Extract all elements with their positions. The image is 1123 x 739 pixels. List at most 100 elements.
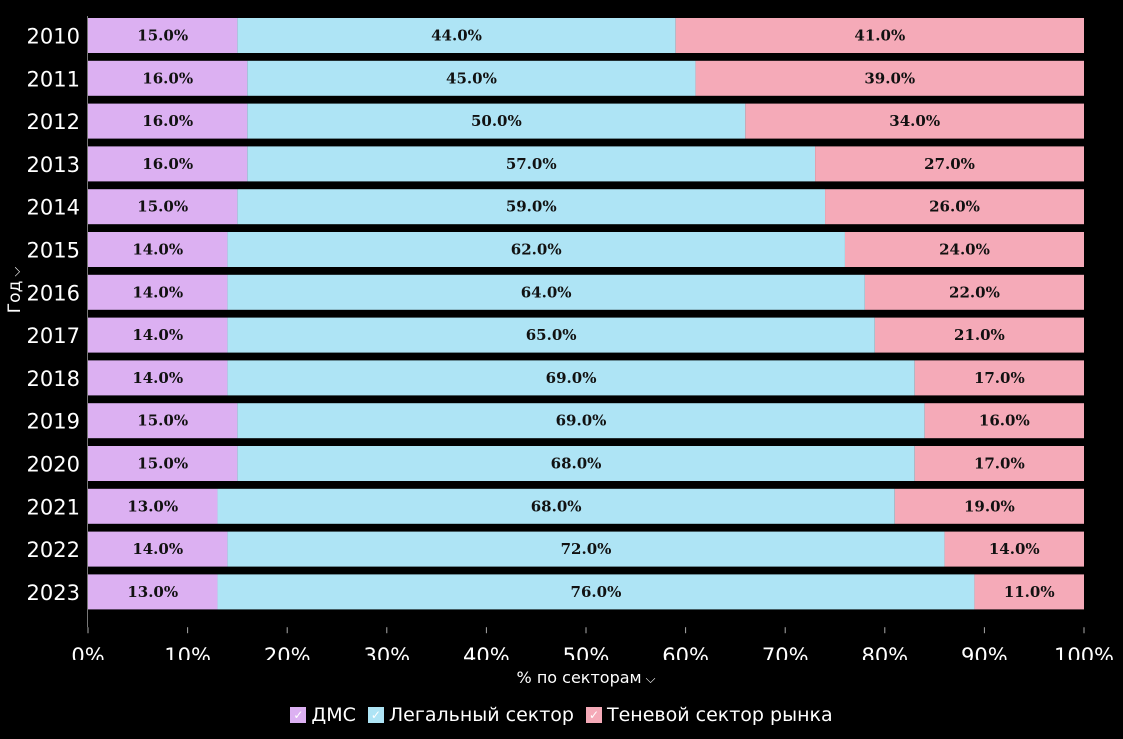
- data-label: 15.0%: [137, 198, 188, 216]
- bar-segment: [88, 360, 228, 396]
- bar-segment: [247, 103, 746, 139]
- y-tick-label: 2012: [27, 110, 80, 134]
- data-label: 69.0%: [556, 412, 607, 430]
- data-label: 16.0%: [142, 155, 193, 173]
- bar-segment: [695, 60, 1084, 96]
- data-label: 62.0%: [511, 241, 562, 259]
- checkbox-icon[interactable]: ✓: [586, 707, 602, 723]
- y-tick-label: 2014: [27, 196, 80, 220]
- bar-segment: [237, 446, 915, 481]
- bar-segment: [88, 60, 248, 96]
- data-label: 13.0%: [127, 497, 178, 515]
- data-label: 26.0%: [929, 198, 980, 216]
- bar-segment: [88, 274, 228, 310]
- bar-segment: [864, 274, 1084, 310]
- data-label: 11.0%: [1004, 583, 1055, 601]
- data-label: 72.0%: [561, 540, 612, 558]
- legend-label: Теневой сектор рынка: [607, 704, 833, 726]
- data-label: 45.0%: [446, 69, 497, 87]
- x-tick-label: 70%: [762, 644, 809, 660]
- data-label: 24.0%: [939, 241, 990, 259]
- y-tick-label: 2021: [27, 495, 80, 519]
- y-axis-title[interactable]: Год ⌵: [5, 267, 25, 313]
- legend-item-legal[interactable]: ✓ Легальный сектор: [367, 704, 574, 726]
- y-tick-label: 2017: [27, 324, 80, 348]
- data-label: 57.0%: [506, 155, 557, 173]
- bar-segment: [227, 360, 915, 396]
- bar-segment: [247, 60, 696, 96]
- data-label: 34.0%: [889, 112, 940, 130]
- checkbox-icon[interactable]: ✓: [290, 707, 307, 723]
- y-tick-label: 2016: [27, 281, 80, 305]
- legend-item-shadow[interactable]: ✓ Теневой сектор рынка: [586, 704, 833, 726]
- legend: ✓ ДМС ✓ Легальный сектор ✓ Теневой секто…: [0, 704, 1123, 726]
- bar-segment: [88, 189, 238, 225]
- bar-segment: [227, 232, 845, 267]
- y-tick-label: 2018: [27, 367, 80, 391]
- bar-segment: [237, 189, 826, 225]
- bar-segment: [815, 146, 1084, 182]
- bar-segment: [675, 18, 1084, 53]
- legend-label: ДМС: [311, 704, 356, 726]
- x-tick-label: 100%: [1054, 644, 1114, 660]
- stacked-bar-chart: 15.0% 44.0% 41.0% 2010 16.0% 45.0% 39.0% 2011 16…: [27, 16, 1114, 660]
- bar-segment: [924, 403, 1084, 439]
- data-label: 17.0%: [974, 369, 1025, 387]
- data-label: 14.0%: [132, 326, 183, 344]
- bar-segment: [88, 488, 218, 524]
- x-axis-title[interactable]: % по секторам ⌵: [517, 668, 656, 687]
- data-label: 69.0%: [546, 369, 597, 387]
- data-label: 15.0%: [137, 455, 188, 473]
- data-label: 14.0%: [132, 369, 183, 387]
- data-label: 14.0%: [132, 241, 183, 259]
- x-tick-label: 50%: [563, 644, 610, 660]
- y-tick-label: 2011: [27, 67, 80, 91]
- data-label: 50.0%: [471, 112, 522, 130]
- data-label: 15.0%: [137, 27, 188, 45]
- bar-segment: [874, 317, 1084, 353]
- bar-segment: [237, 18, 676, 53]
- bar-segment: [914, 360, 1084, 396]
- data-label: 76.0%: [571, 583, 622, 601]
- data-label: 15.0%: [137, 412, 188, 430]
- x-axis-label: % по секторам: [516, 668, 642, 687]
- data-label: 68.0%: [531, 497, 582, 515]
- y-tick-label: 2019: [27, 410, 80, 434]
- data-label: 64.0%: [521, 283, 572, 301]
- data-label: 14.0%: [132, 540, 183, 558]
- x-tick-label: 90%: [961, 644, 1008, 660]
- bar-segment: [88, 232, 228, 267]
- bar-segment: [844, 232, 1084, 267]
- x-tick-label: 30%: [363, 644, 410, 660]
- bar-segment: [247, 146, 816, 182]
- bar-segment: [88, 531, 228, 567]
- bar-segment: [88, 574, 218, 610]
- data-label: 16.0%: [979, 412, 1030, 430]
- bar-segment: [745, 103, 1084, 139]
- bar-segment: [227, 317, 875, 353]
- chevron-down-icon[interactable]: ⌵: [9, 266, 24, 277]
- y-tick-label: 2020: [27, 453, 80, 477]
- bar-segment: [88, 317, 228, 353]
- bar-segment: [88, 146, 248, 182]
- checkbox-icon[interactable]: ✓: [367, 707, 384, 723]
- bar-segment: [944, 531, 1084, 567]
- x-tick-label: 60%: [662, 644, 709, 660]
- data-label: 44.0%: [431, 27, 482, 45]
- x-tick-label: 40%: [463, 644, 510, 660]
- y-tick-label: 2015: [27, 239, 80, 263]
- x-tick-label: 0%: [71, 644, 104, 660]
- data-label: 14.0%: [989, 540, 1040, 558]
- data-label: 59.0%: [506, 198, 557, 216]
- data-label: 21.0%: [954, 326, 1005, 344]
- bar-segment: [914, 446, 1084, 481]
- legend-item-dms[interactable]: ✓ ДМС: [290, 704, 356, 726]
- y-tick-label: 2010: [27, 25, 80, 49]
- data-label: 14.0%: [132, 283, 183, 301]
- chevron-down-icon[interactable]: ⌵: [645, 672, 656, 687]
- bar-segment: [237, 403, 925, 439]
- y-tick-label: 2022: [27, 538, 80, 562]
- data-label: 16.0%: [142, 69, 193, 87]
- data-label: 27.0%: [924, 155, 975, 173]
- data-label: 19.0%: [964, 497, 1015, 515]
